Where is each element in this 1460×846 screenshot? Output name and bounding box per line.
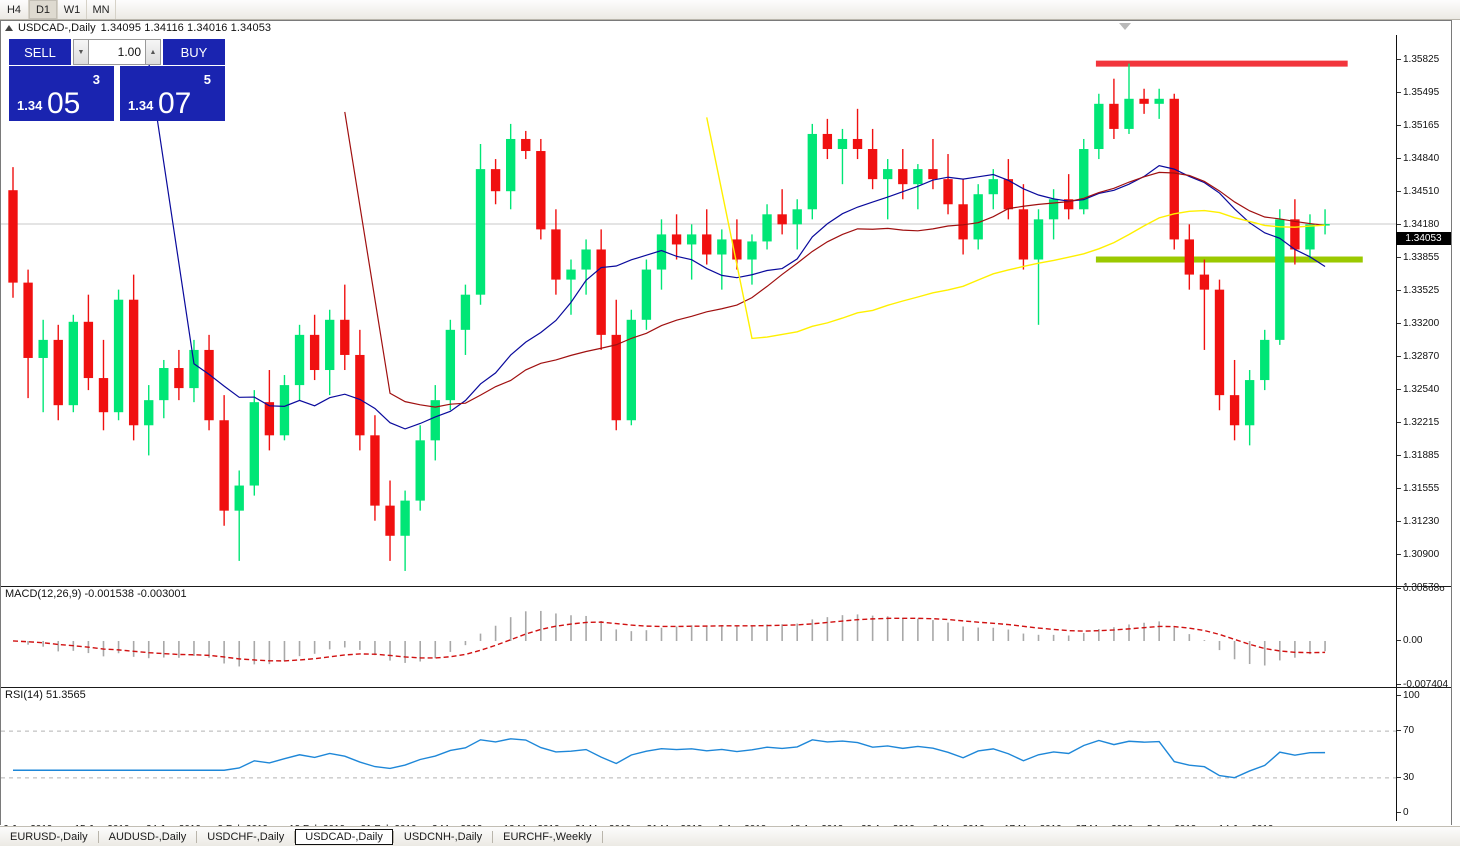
- price-tick-label: 1.35165: [1403, 120, 1440, 132]
- chart-symbol-label: USDCAD-,Daily: [18, 22, 96, 34]
- price-tick-label: 1.34840: [1403, 152, 1440, 164]
- volume-stepper[interactable]: ▼ 1.00 ▲: [73, 39, 161, 65]
- tab-separator: [392, 830, 394, 843]
- macd-series: [12, 610, 1326, 667]
- tab-separator: [196, 830, 198, 843]
- sell-price-button[interactable]: 1.34 05 3: [9, 66, 114, 121]
- octp-price-row: 1.34 05 3 1.34 07 5: [9, 66, 225, 121]
- sell-price-fraction: 3: [92, 72, 100, 87]
- rsi-series: [1, 730, 1396, 779]
- macd-axis: 0.008686 0.00 -0.007404: [1396, 587, 1451, 687]
- price-tick-label: 1.32215: [1403, 416, 1440, 428]
- chart-ohlc-values: 1.34095 1.34116 1.34016 1.34053: [100, 22, 272, 34]
- price-plot-area[interactable]: [1, 35, 1396, 586]
- price-tick-label: 1.31885: [1403, 449, 1440, 461]
- price-tick-label: 1.31230: [1403, 515, 1440, 527]
- rsi-tick-label: 30: [1403, 771, 1415, 783]
- price-tick-label: 1.31555: [1403, 482, 1440, 494]
- sell-price-prefix: 1.34: [17, 98, 43, 113]
- timeframe-w1[interactable]: W1: [58, 0, 87, 19]
- macd-tick-label: 0.00: [1403, 634, 1423, 646]
- buy-price-button[interactable]: 1.34 07 5: [120, 66, 225, 121]
- price-tick-label: 1.35825: [1403, 54, 1440, 66]
- price-tick-label: 1.33855: [1403, 251, 1440, 263]
- price-tick-label: 1.30900: [1403, 548, 1440, 560]
- rsi-plot-area[interactable]: [1, 688, 1396, 821]
- price-tick-label: 1.35495: [1403, 87, 1440, 99]
- volume-increase-button[interactable]: ▲: [145, 39, 161, 65]
- price-tick-label: 1.32540: [1403, 384, 1440, 396]
- chevron-down-icon: ▼: [77, 48, 85, 56]
- macd-tick-label: -0.007404: [1403, 679, 1449, 687]
- buy-price-fraction: 5: [203, 72, 211, 87]
- price-tick-label: 1.33525: [1403, 285, 1440, 297]
- tab-separator: [601, 830, 603, 843]
- tab-separator: [97, 830, 99, 843]
- tab-separator: [294, 830, 296, 843]
- toolbar-empty-area: [116, 0, 1460, 19]
- timeframe-d1[interactable]: D1: [29, 0, 58, 19]
- timeframe-h4[interactable]: H4: [0, 0, 29, 19]
- price-tick-label: 1.30570: [1403, 582, 1439, 586]
- buy-button[interactable]: BUY: [163, 39, 225, 65]
- sell-price-main: 05: [47, 87, 81, 120]
- rsi-pane[interactable]: RSI(14) 51.3565 100 70 30 0: [1, 687, 1451, 821]
- price-pane[interactable]: 1.35825 1.35495 1.35165 1.34840 1.34510 1.341…: [1, 35, 1451, 586]
- symbol-tab-eurchf[interactable]: EURCHF-,Weekly: [503, 830, 592, 843]
- rsi-tick-label: 70: [1403, 725, 1415, 737]
- octp-top-row: SELL ▼ 1.00 ▲ BUY: [9, 39, 225, 65]
- one-click-trading-panel: SELL ▼ 1.00 ▲ BUY 1.34 05 3 1.34 07 5: [9, 39, 225, 123]
- volume-input[interactable]: 1.00: [89, 39, 145, 65]
- rsi-tick-label: 100: [1403, 690, 1420, 701]
- buy-price-prefix: 1.34: [128, 98, 154, 113]
- price-axis[interactable]: 1.35825 1.35495 1.35165 1.34840 1.34510 1.341…: [1396, 35, 1451, 586]
- volume-decrease-button[interactable]: ▼: [73, 39, 89, 65]
- symbol-tab-eurusd[interactable]: EURUSD-,Daily: [10, 830, 88, 843]
- macd-label: MACD(12,26,9) -0.001538 -0.003001: [5, 588, 187, 600]
- symbol-tab-usdchf[interactable]: USDCHF-,Daily: [207, 830, 285, 843]
- symbol-tab-usdcad[interactable]: USDCAD-,Daily: [295, 828, 393, 845]
- macd-plot-area[interactable]: [1, 587, 1396, 687]
- price-tick-label: 1.33200: [1403, 317, 1440, 329]
- timeframe-mn[interactable]: MN: [87, 0, 116, 19]
- symbol-tab-audusd[interactable]: AUDUSD-,Daily: [108, 830, 187, 843]
- candlestick-series: [1, 60, 1396, 571]
- symbol-tab-usdcnh[interactable]: USDCNH-,Daily: [403, 830, 483, 843]
- macd-tick-label: 0.008686: [1403, 586, 1445, 594]
- triangle-up-icon: [5, 25, 13, 31]
- rsi-tick-label: 0: [1403, 807, 1409, 818]
- timeframe-toolbar: H4 D1 W1 MN: [0, 0, 1460, 20]
- chart-title-bar: USDCAD-,Daily 1.34095 1.34116 1.34016 1.…: [1, 21, 1451, 35]
- macd-pane[interactable]: MACD(12,26,9) -0.001538 -0.003001 0.0086…: [1, 586, 1451, 687]
- chevron-down-icon[interactable]: [1119, 23, 1131, 30]
- sell-button[interactable]: SELL: [9, 39, 71, 65]
- chevron-up-icon: ▲: [149, 48, 157, 56]
- current-price-tag: 1.34053: [1396, 232, 1451, 246]
- symbol-tab-bar: EURUSD-,Daily AUDUSD-,Daily USDCHF-,Daily U…: [0, 826, 1460, 846]
- rsi-label: RSI(14) 51.3565: [5, 689, 86, 701]
- price-tick-label: 1.32870: [1403, 350, 1440, 362]
- rsi-axis: 100 70 30 0: [1396, 688, 1451, 821]
- buy-price-main: 07: [158, 87, 192, 120]
- price-tick-label: 1.34180: [1403, 219, 1440, 231]
- chart-container: USDCAD-,Daily 1.34095 1.34116 1.34016 1.…: [0, 20, 1452, 839]
- price-tick-label: 1.34510: [1403, 186, 1440, 198]
- tab-separator: [492, 830, 494, 843]
